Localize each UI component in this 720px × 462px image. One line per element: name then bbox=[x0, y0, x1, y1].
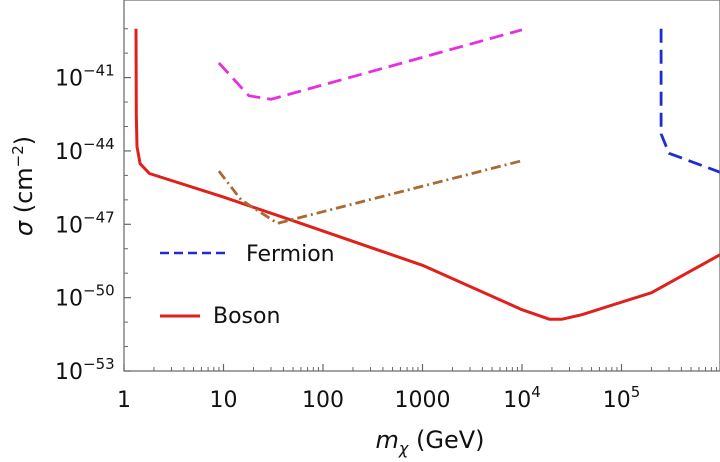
x-tick-label: 1 bbox=[117, 388, 131, 413]
x-tick-label: 100 bbox=[302, 388, 344, 413]
y-tick-label: 10−50 bbox=[55, 282, 115, 312]
y-axis-label-unit-post: ) bbox=[10, 136, 38, 145]
legend-label-boson: Boson bbox=[213, 304, 280, 329]
x-axis-label-main: m bbox=[376, 426, 399, 454]
y-axis-label-unit-exp: −2 bbox=[9, 145, 27, 167]
y-axis-label: σ (cm−2) bbox=[9, 136, 38, 236]
x-tick-label: 10 bbox=[210, 388, 238, 413]
legend-label-fermion: Fermion bbox=[246, 242, 335, 267]
series-line-curve-3 bbox=[217, 28, 523, 101]
series-line-curve-4 bbox=[217, 159, 523, 225]
x-axis-label: mχ (GeV) bbox=[376, 426, 485, 458]
legend: Fermion Boson bbox=[160, 242, 335, 329]
ticks-layer: 1 10 100 1000 104 105 10−41 10−44 10−47 10−50 10−5… bbox=[55, 28, 717, 413]
series-line-fermion bbox=[659, 28, 720, 174]
x-axis-label-sub: χ bbox=[398, 439, 409, 458]
x-tick-label: 105 bbox=[603, 383, 641, 413]
y-axis-label-main: σ bbox=[10, 220, 38, 236]
x-tick-label: 1000 bbox=[395, 388, 451, 413]
y-tick-label: 10−53 bbox=[55, 355, 115, 385]
y-axis-label-unit-pre: (cm bbox=[10, 167, 38, 221]
x-axis-label-unit: (GeV) bbox=[408, 426, 484, 454]
series-layer bbox=[134, 28, 720, 321]
y-tick-label: 10−44 bbox=[55, 135, 115, 165]
y-tick-label: 10−47 bbox=[55, 208, 115, 238]
y-tick-label: 10−41 bbox=[55, 62, 115, 92]
x-tick-label: 104 bbox=[503, 383, 541, 413]
series-line-boson bbox=[134, 28, 720, 321]
